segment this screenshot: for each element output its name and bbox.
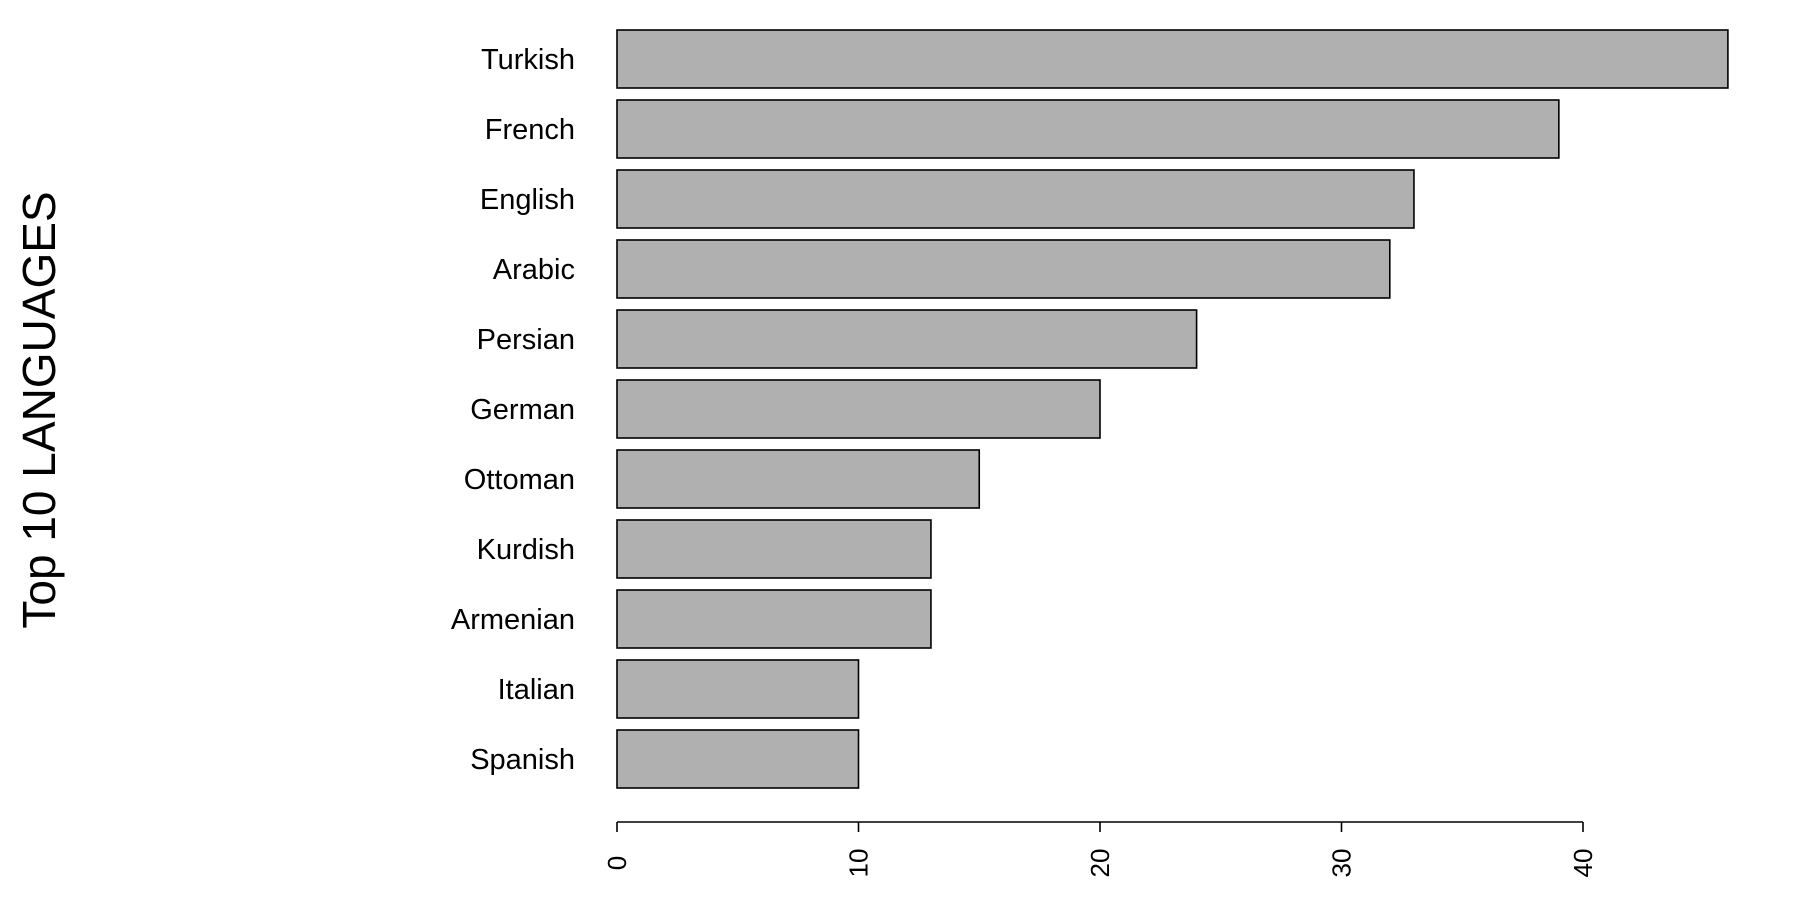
bar-german	[616, 379, 1101, 439]
category-label-turkish: Turkish	[481, 44, 575, 76]
bar-italian	[616, 659, 860, 719]
category-label-french: French	[485, 114, 575, 146]
x-tick-label-10: 10	[844, 849, 874, 878]
category-labels-group: Turkish French English Arabic Persian German O…	[451, 44, 575, 776]
bar-french	[616, 99, 1560, 159]
bar-kurdish	[616, 519, 932, 579]
bar-arabic	[616, 239, 1391, 299]
bar-spanish	[616, 729, 860, 789]
y-axis-title: Top 10 LANGUAGES	[13, 191, 65, 628]
category-label-kurdish: Kurdish	[477, 534, 575, 566]
x-axis: 0 10 20 30 40	[602, 821, 1598, 878]
x-tick-label-30: 30	[1327, 849, 1357, 878]
category-label-ottoman: Ottoman	[464, 464, 575, 496]
x-tick-label-0: 0	[602, 856, 632, 870]
bar-turkish	[616, 29, 1729, 89]
bars-group	[616, 29, 1729, 789]
bar-persian	[616, 309, 1198, 369]
category-label-persian: Persian	[477, 324, 575, 356]
category-label-armenian: Armenian	[451, 604, 575, 636]
x-tick-label-40: 40	[1568, 849, 1598, 878]
category-label-german: German	[470, 394, 575, 426]
x-tick-label-20: 20	[1085, 849, 1115, 878]
category-label-arabic: Arabic	[493, 254, 575, 286]
bar-english	[616, 169, 1415, 229]
category-label-english: English	[480, 184, 575, 216]
bar-ottoman	[616, 449, 981, 509]
category-label-italian: Italian	[498, 674, 575, 706]
bar-armenian	[616, 589, 932, 649]
category-label-spanish: Spanish	[470, 744, 575, 776]
